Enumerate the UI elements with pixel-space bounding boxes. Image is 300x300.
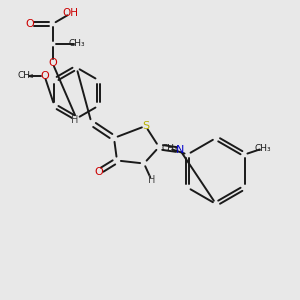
Text: S: S (142, 121, 149, 131)
Text: N: N (176, 145, 184, 155)
Text: CH₃: CH₃ (17, 71, 34, 80)
Text: H: H (148, 175, 155, 185)
Text: O: O (40, 70, 49, 81)
Text: O: O (94, 167, 103, 177)
Text: H: H (71, 115, 79, 125)
Text: O: O (26, 19, 34, 29)
Text: CH₃: CH₃ (161, 144, 178, 153)
Text: CH₃: CH₃ (254, 144, 271, 153)
Text: O: O (48, 58, 57, 68)
Text: CH₃: CH₃ (68, 39, 85, 48)
Text: OH: OH (62, 8, 79, 19)
